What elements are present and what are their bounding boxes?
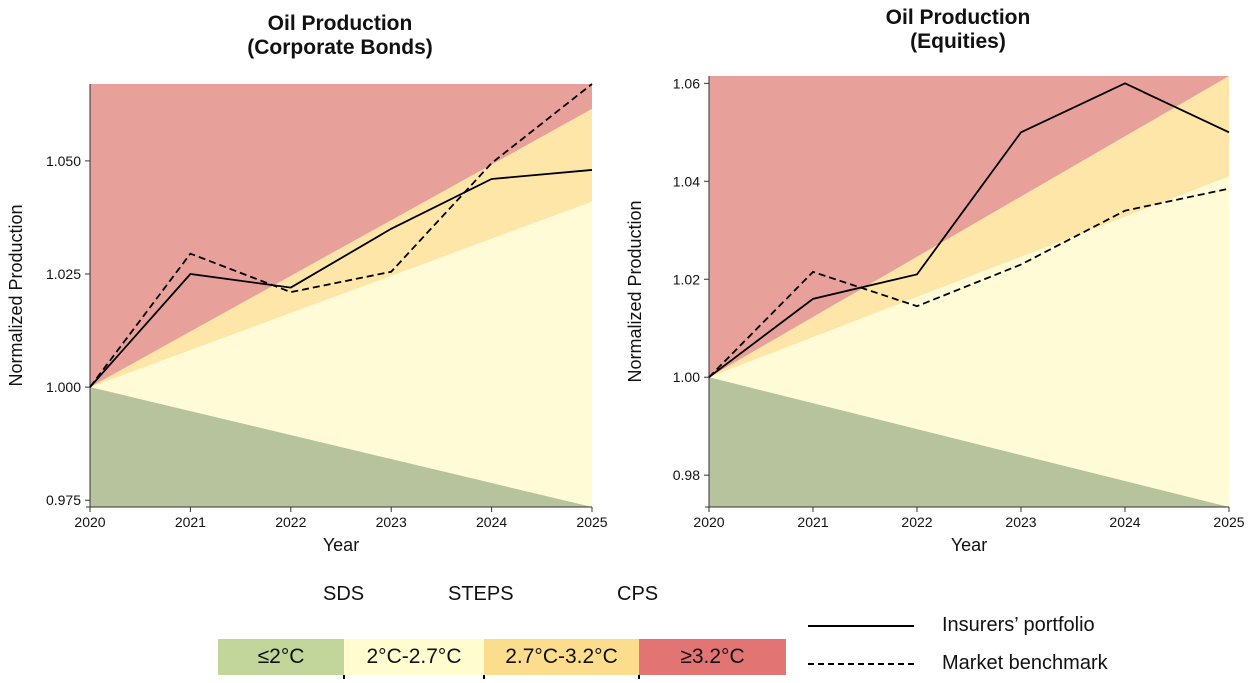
bonds-xtick-label: 2020 xyxy=(74,514,105,530)
bonds-ytick-label: 1.000 xyxy=(46,379,81,395)
equities-ytick-label: 1.00 xyxy=(673,369,700,385)
legend-item-market: Market benchmark xyxy=(808,652,1108,675)
band-2c-2-7c: 2°C-2.7°C xyxy=(344,639,484,675)
bonds-series-dashed xyxy=(89,83,593,388)
equities-series-dashed xyxy=(708,187,1230,378)
chart-title-equities: Oil Production (Equities) xyxy=(885,6,1031,53)
equities-ytick-label: 0.98 xyxy=(673,467,700,483)
band-above-3-2c: ≥3.2°C xyxy=(639,639,786,675)
legend-item-insurers: Insurers’ portfolio xyxy=(808,614,1095,637)
bonds-xtick-label: 2022 xyxy=(275,514,306,530)
bonds-xtick-label: 2024 xyxy=(476,514,507,530)
bonds-ytick-label: 0.975 xyxy=(46,492,81,508)
bonds-x-axis-label: Year xyxy=(323,535,359,555)
band-2-7c-3-2c: 2.7°C-3.2°C xyxy=(484,639,639,675)
bonds-ytick-label: 1.025 xyxy=(46,266,81,282)
equities-xtick-label: 2020 xyxy=(693,514,724,530)
chart-corporate-bonds: 0.975 1.000 1.025 1.050 2020 2021 2022 2023 2024… xyxy=(6,75,1245,555)
chart-title-corporate-bonds: Oil Production (Corporate Bonds) xyxy=(247,12,433,59)
equities-ytick-label: 1.06 xyxy=(673,75,700,91)
bonds-ytick-label: 1.050 xyxy=(46,153,81,169)
equities-ytick-label: 1.04 xyxy=(673,173,700,189)
bonds-y-axis-label: Normalized Production xyxy=(6,204,26,386)
equities-xtick-label: 2021 xyxy=(797,514,828,530)
line-legend: Insurers’ portfolio Market benchmark xyxy=(800,600,1259,683)
legend-label-market: Market benchmark xyxy=(942,652,1108,674)
scenario-legend: SDS STEPS CPS ≤2°C 2°C-2.7°C 2.7°C-3.2°C… xyxy=(0,575,800,683)
equities-series-solid xyxy=(708,82,1230,378)
equities-xtick-label: 2022 xyxy=(901,514,932,530)
legend-dashed-line xyxy=(808,662,914,665)
marker-label-cps: CPS xyxy=(617,583,659,605)
equities-xtick-label: 2024 xyxy=(1109,514,1140,530)
equities-x-axis-label: Year xyxy=(951,535,987,555)
legend-label-insurers: Insurers’ portfolio xyxy=(942,614,1095,636)
marker-label-sds: SDS xyxy=(323,583,365,605)
equities-ytick-label: 1.02 xyxy=(673,271,700,287)
equities-band-sds xyxy=(709,377,1229,507)
bonds-xtick-label: 2025 xyxy=(576,514,607,530)
equities-y-axis-label: Normalized Production xyxy=(625,200,645,382)
legend-solid-line xyxy=(808,624,914,627)
marker-label-steps: STEPS xyxy=(448,583,514,605)
equities-xtick-label: 2025 xyxy=(1213,514,1244,530)
equities-xtick-label: 2023 xyxy=(1005,514,1036,530)
bonds-series-solid xyxy=(89,169,593,388)
bonds-band-sds xyxy=(90,387,592,507)
bonds-xtick-label: 2021 xyxy=(175,514,206,530)
band-below-2c: ≤2°C xyxy=(218,639,344,675)
bonds-xtick-label: 2023 xyxy=(376,514,407,530)
